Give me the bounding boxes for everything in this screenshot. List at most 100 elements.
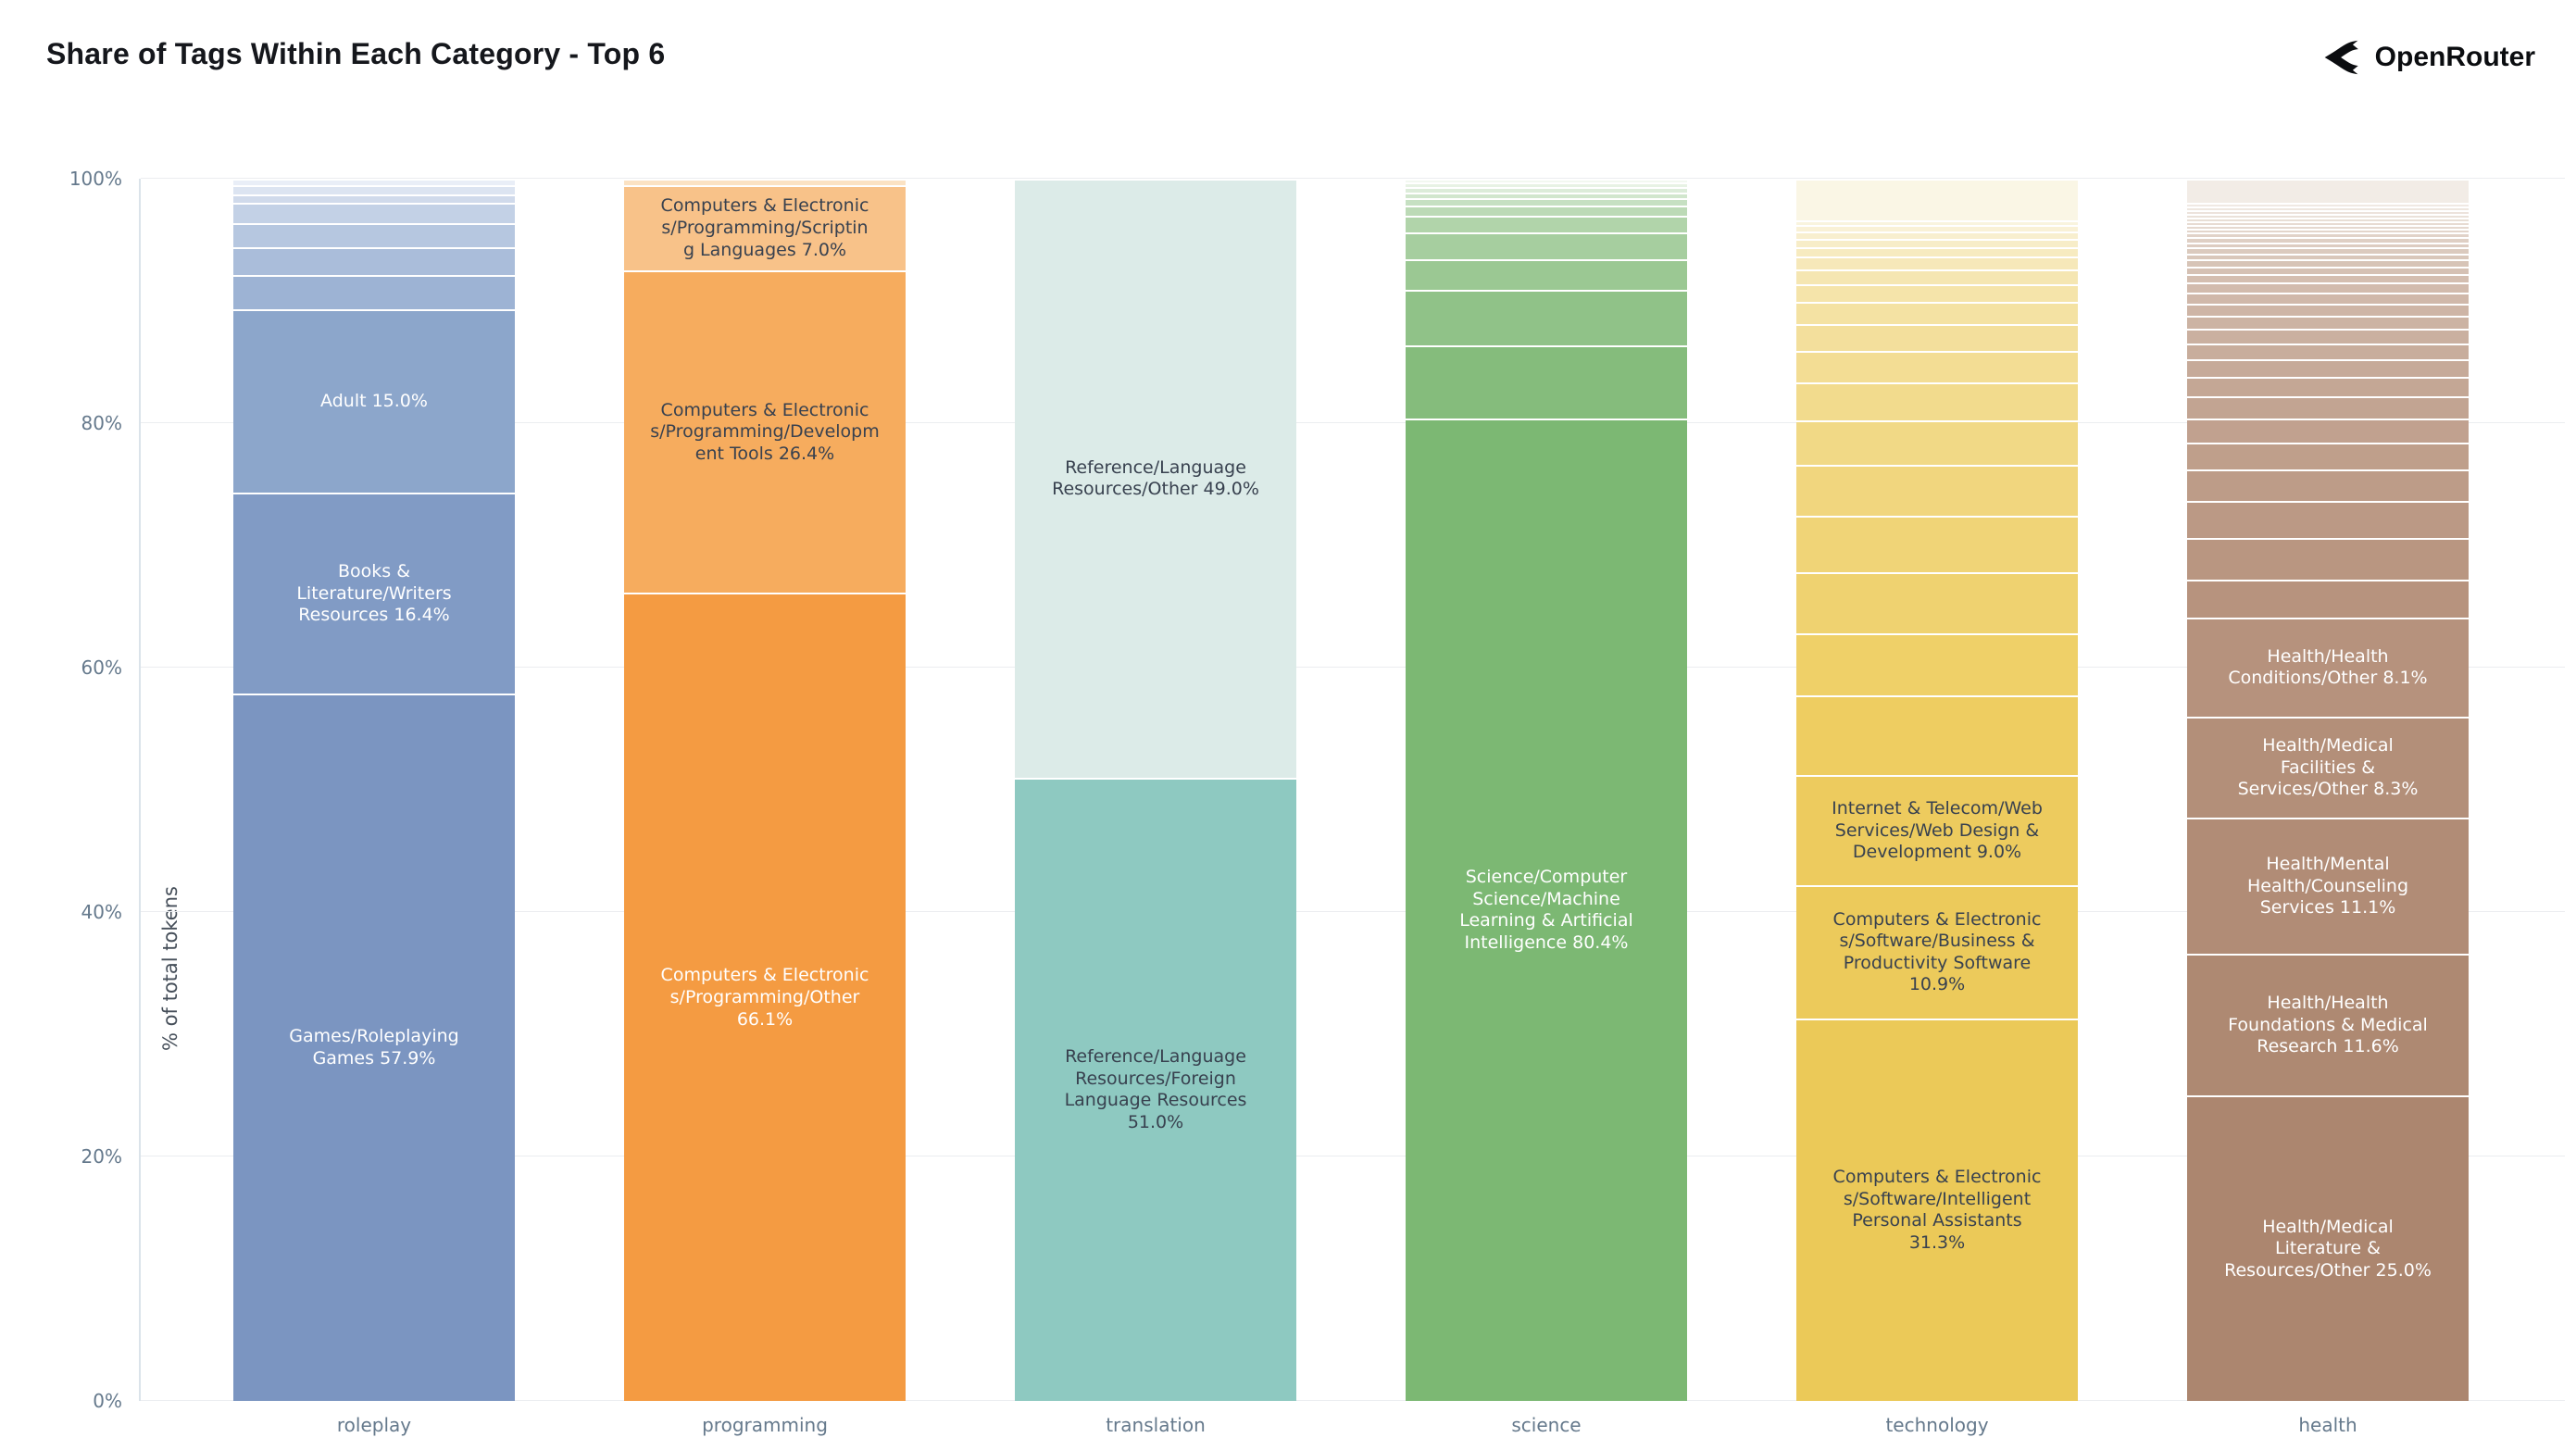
bar-segment-health-7[interactable]: [2187, 225, 2469, 230]
bar-segment-health-6[interactable]: [2187, 221, 2469, 226]
bar-science[interactable]: Science/Computer Science/Machine Learnin…: [1406, 179, 1687, 1401]
bar-segment-health-4[interactable]: [2187, 214, 2469, 219]
bar-segment-health-14[interactable]: [2187, 259, 2469, 268]
bar-segment-health-28[interactable]: [2187, 469, 2469, 502]
bar-segment-science-5[interactable]: [1406, 206, 1687, 216]
bar-segment-health-36[interactable]: Health/Medical Literature & Resources/Ot…: [2187, 1095, 2469, 1401]
bar-segment-health-1[interactable]: [2187, 203, 2469, 207]
bar-segment-health-25[interactable]: [2187, 395, 2469, 419]
bar-segment-technology-0[interactable]: [1796, 179, 2078, 220]
bar-segment-technology-1[interactable]: [1796, 219, 2078, 226]
bar-segment-science-4[interactable]: [1406, 198, 1687, 206]
bar-segment-health-11[interactable]: [2187, 242, 2469, 247]
bar-segment-technology-9[interactable]: [1796, 302, 2078, 325]
bar-segment-science-10[interactable]: [1406, 344, 1687, 419]
bar-segment-health-5[interactable]: [2187, 218, 2469, 222]
bar-health[interactable]: Health/Health Conditions/Other 8.1% Healt…: [2187, 179, 2469, 1401]
bar-segment-translation-0[interactable]: Reference/Language Resources/Other 49.0%: [1015, 179, 1296, 778]
bar-segment-technology-21[interactable]: Computers & Electronic s/Software/Intell…: [1796, 1018, 2078, 1401]
bar-segment-programming-0[interactable]: [624, 179, 906, 185]
bar-segment-technology-2[interactable]: [1796, 225, 2078, 231]
bar-segment-technology-13[interactable]: [1796, 420, 2078, 465]
bar-segment-health-20[interactable]: [2187, 315, 2469, 330]
bar-segment-roleplay-9[interactable]: Games/Roleplaying Games 57.9%: [233, 693, 515, 1401]
bar-segment-technology-7[interactable]: [1796, 269, 2078, 284]
bar-segment-health-22[interactable]: [2187, 344, 2469, 360]
bar-segment-health-19[interactable]: [2187, 303, 2469, 316]
bar-segment-translation-1[interactable]: Reference/Language Resources/Foreign Lan…: [1015, 777, 1296, 1401]
bar-segment-roleplay-0[interactable]: [233, 179, 515, 185]
bar-segment-health-10[interactable]: [2187, 237, 2469, 243]
bar-segment-roleplay-6[interactable]: [233, 275, 515, 310]
bar-segment-health-13[interactable]: [2187, 253, 2469, 260]
bar-segment-health-9[interactable]: [2187, 232, 2469, 238]
bar-segment-roleplay-4[interactable]: [233, 222, 515, 247]
bar-segment-health-16[interactable]: [2187, 273, 2469, 283]
bar-segment-technology-5[interactable]: [1796, 246, 2078, 257]
bar-segment-health-34[interactable]: Health/Mental Health/Counseling Services…: [2187, 818, 2469, 954]
bar-segment-science-6[interactable]: [1406, 215, 1687, 233]
bar-segment-science-1[interactable]: [1406, 181, 1687, 188]
bar-segment-health-27[interactable]: [2187, 443, 2469, 470]
bar-segment-programming-2[interactable]: Computers & Electronic s/Programming/Dev…: [624, 270, 906, 594]
bar-segment-health-35[interactable]: Health/Health Foundations & Medical Rese…: [2187, 953, 2469, 1095]
bar-segment-technology-16[interactable]: [1796, 572, 2078, 634]
bar-segment-health-33[interactable]: Health/Medical Facilities & Services/Oth…: [2187, 716, 2469, 819]
bar-segment-science-2[interactable]: [1406, 187, 1687, 193]
bar-segment-roleplay-1[interactable]: [233, 184, 515, 195]
bar-segment-roleplay-7[interactable]: Adult 15.0%: [233, 309, 515, 494]
bar-segment-science-9[interactable]: [1406, 290, 1687, 345]
bar-segment-programming-1[interactable]: Computers & Electronic s/Programming/Scr…: [624, 184, 906, 270]
segment-label: Health/Medical Literature & Resources/Ot…: [2224, 1216, 2432, 1281]
bar-segment-health-21[interactable]: [2187, 329, 2469, 344]
bar-segment-technology-11[interactable]: [1796, 351, 2078, 383]
bar-segment-roleplay-8[interactable]: Books & Literature/Writers Resources 16.…: [233, 493, 515, 694]
bar-programming[interactable]: Computers & Electronic s/Programming/Scr…: [624, 179, 906, 1401]
bar-segment-science-8[interactable]: [1406, 259, 1687, 291]
bar-segment-programming-3[interactable]: Computers & Electronic s/Programming/Oth…: [624, 593, 906, 1401]
bar-segment-technology-12[interactable]: [1796, 382, 2078, 421]
bar-segment-roleplay-3[interactable]: [233, 203, 515, 223]
bar-segment-health-32[interactable]: Health/Health Conditions/Other 8.1%: [2187, 617, 2469, 717]
bar-segment-health-18[interactable]: [2187, 292, 2469, 304]
bar-segment-technology-20[interactable]: Computers & Electronic s/Software/Busine…: [1796, 884, 2078, 1019]
bar-segment-science-7[interactable]: [1406, 232, 1687, 260]
bar-segment-science-0[interactable]: [1406, 179, 1687, 182]
segment-label: Health/Mental Health/Counseling Services…: [2246, 854, 2408, 919]
bar-segment-technology-19[interactable]: Internet & Telecom/Web Services/Web Desi…: [1796, 775, 2078, 885]
bar-segment-technology-10[interactable]: [1796, 324, 2078, 352]
bar-segment-health-31[interactable]: [2187, 579, 2469, 618]
bar-segment-technology-6[interactable]: [1796, 256, 2078, 269]
bar-segment-science-11[interactable]: Science/Computer Science/Machine Learnin…: [1406, 418, 1687, 1401]
bar-technology[interactable]: Internet & Telecom/Web Services/Web Desi…: [1796, 179, 2078, 1401]
bar-segment-health-15[interactable]: [2187, 267, 2469, 274]
bar-segment-science-3[interactable]: [1406, 192, 1687, 199]
bar-segment-health-2[interactable]: [2187, 206, 2469, 211]
plot-area: % of total tokens 0% 20% 40% 60% 80% 100% Adul…: [69, 168, 2565, 1436]
bar-segment-technology-4[interactable]: [1796, 238, 2078, 247]
bar-roleplay[interactable]: Adult 15.0% Books & Literature/Writers Re…: [233, 179, 515, 1401]
bar-segment-health-0[interactable]: [2187, 179, 2469, 204]
bar-segment-health-8[interactable]: [2187, 229, 2469, 233]
bar-segment-health-17[interactable]: [2187, 282, 2469, 293]
bar-segment-technology-8[interactable]: [1796, 283, 2078, 303]
bar-segment-technology-14[interactable]: [1796, 464, 2078, 517]
bar-segment-technology-15[interactable]: [1796, 516, 2078, 573]
bar-segment-health-3[interactable]: [2187, 210, 2469, 215]
bar-segment-health-23[interactable]: [2187, 359, 2469, 377]
bar-segment-health-29[interactable]: [2187, 501, 2469, 539]
bar-segment-roleplay-2[interactable]: [233, 194, 515, 204]
bar-segment-technology-17[interactable]: [1796, 633, 2078, 696]
gridline-40: [141, 911, 2565, 912]
bar-segment-roleplay-5[interactable]: [233, 246, 515, 276]
bar-segment-health-24[interactable]: [2187, 376, 2469, 396]
segment-label: Computers & Electronic s/Programming/Scr…: [660, 195, 869, 260]
bar-segment-technology-18[interactable]: [1796, 695, 2078, 776]
segment-label: Science/Computer Science/Machine Learnin…: [1459, 867, 1633, 953]
openrouter-logo[interactable]: OpenRouter: [2321, 37, 2535, 78]
bar-segment-health-30[interactable]: [2187, 538, 2469, 580]
bar-translation[interactable]: Reference/Language Resources/Other 49.0%…: [1015, 179, 1296, 1401]
bar-segment-technology-3[interactable]: [1796, 231, 2078, 239]
bar-segment-health-26[interactable]: [2187, 418, 2469, 444]
bar-segment-health-12[interactable]: [2187, 246, 2469, 254]
